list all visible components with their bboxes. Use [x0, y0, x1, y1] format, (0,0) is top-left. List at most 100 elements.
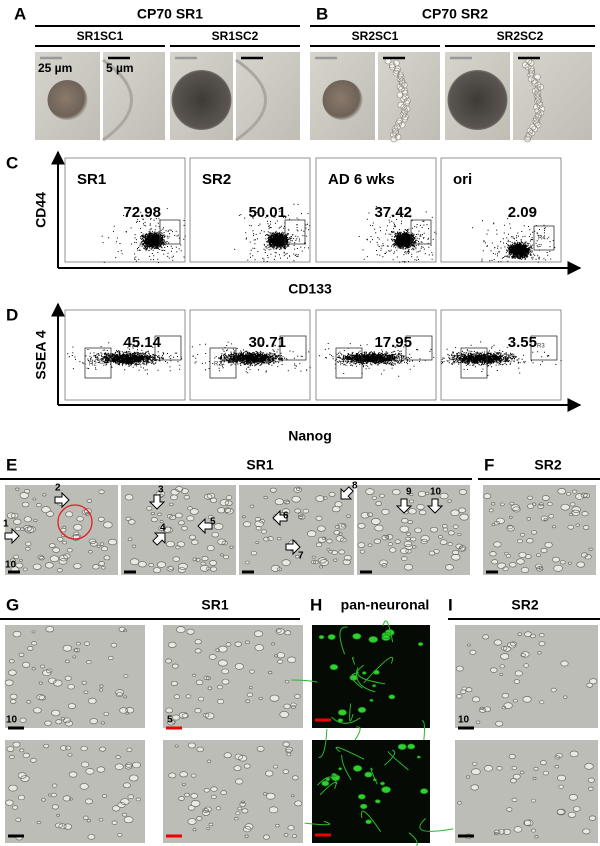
arrow-icon: [148, 494, 166, 510]
gate: [154, 335, 182, 361]
arrow-icon: [340, 486, 354, 500]
gate-label: R3: [537, 344, 545, 350]
scale-label: 10: [5, 560, 17, 571]
arrow-icon: [152, 532, 166, 546]
panel-title: SR2: [511, 597, 538, 613]
spheroid-edge: [235, 58, 267, 142]
gate: [159, 219, 181, 245]
percentage: 3.55: [508, 334, 537, 351]
plot-name: SR2: [202, 171, 231, 188]
spheroid: [322, 80, 363, 120]
gate: [405, 335, 433, 361]
cells: [5, 741, 141, 841]
arrow-icon: [426, 498, 444, 514]
cells: [457, 750, 597, 839]
percentage: 17.95: [374, 334, 412, 351]
plot-frame: [189, 157, 311, 263]
y-axis-label: CD44: [33, 192, 49, 228]
gate: [284, 219, 306, 245]
panel-title: SR1: [246, 457, 273, 473]
column-header: SR2SC1: [352, 29, 399, 43]
neurites: [291, 620, 425, 752]
scatter-dots: [472, 218, 556, 263]
gate: [279, 335, 307, 361]
column-header: SR1SC2: [212, 29, 259, 43]
arrow-number: 4: [160, 523, 166, 534]
panel-label: I: [448, 595, 453, 614]
percentage: 50.01: [248, 204, 286, 221]
cells: [455, 631, 598, 727]
y-axis-label: SSEA 4: [33, 330, 49, 379]
gate: [530, 335, 558, 361]
arrow-icon: [197, 517, 213, 535]
plot-name: SR1: [77, 171, 106, 188]
panel-label: A: [14, 4, 26, 23]
cells: [321, 743, 429, 825]
gate: [460, 347, 488, 379]
cells: [318, 629, 424, 723]
arrow-number: 3: [158, 485, 164, 496]
panel-label: G: [6, 595, 19, 614]
spheroid: [47, 80, 88, 120]
cells: [168, 741, 303, 840]
spheroid: [447, 70, 508, 130]
percentage: 30.71: [248, 334, 286, 351]
scale-label: 10: [458, 715, 470, 726]
neurites: [304, 728, 454, 846]
micrograph: [455, 625, 598, 728]
column-header: SR1SC1: [77, 29, 124, 43]
plot-name: AD 6 wks: [328, 171, 395, 188]
percentage: 45.14: [123, 334, 161, 351]
panel-title: CP70 SR1: [137, 6, 203, 22]
arrow-icon: [395, 498, 413, 514]
gate-label: R4: [538, 236, 546, 242]
scale-label: 5: [167, 715, 173, 726]
scale-label: 25 µm: [38, 61, 72, 75]
percentage: 2.09: [508, 204, 537, 221]
column-header: SR2SC2: [497, 29, 544, 43]
gate: [410, 219, 432, 245]
arrow-number: 7: [298, 551, 304, 562]
gate: [533, 225, 555, 251]
panel-label: C: [6, 153, 18, 172]
gate-label: R2: [89, 362, 97, 368]
percentage: 72.98: [123, 204, 161, 221]
scale-label: 5 µm: [106, 61, 134, 75]
plot-frame: [315, 157, 437, 263]
arrow-number: 2: [55, 483, 61, 494]
arrow-icon: [285, 538, 301, 556]
panel-title: pan-neuronal: [341, 597, 430, 613]
scatter-dots: [358, 206, 437, 263]
panel-label: D: [6, 305, 18, 324]
spheroid: [171, 70, 232, 130]
micrograph: [236, 52, 300, 140]
scatter-dots: [441, 341, 562, 376]
percentage: 37.42: [374, 204, 412, 221]
gate-label: R2: [340, 362, 348, 368]
arrow-number: 9: [406, 487, 412, 498]
arrow-icon: [54, 491, 70, 509]
panel-title: SR1: [201, 597, 228, 613]
panel-title: CP70 SR2: [422, 6, 488, 22]
cells: [241, 486, 352, 572]
arrow-icon: [4, 527, 20, 545]
arrow-number: 6: [283, 511, 289, 522]
gate: [209, 347, 237, 379]
cells: [4, 626, 135, 727]
arrow-icon: [272, 509, 288, 527]
panel-label: E: [6, 455, 17, 474]
panel-label: B: [316, 4, 328, 23]
gate: [84, 347, 112, 379]
panel-label: H: [310, 595, 322, 614]
panel-label: F: [484, 455, 494, 474]
cell-edge: [384, 57, 411, 143]
cells: [124, 486, 234, 574]
cells: [165, 626, 301, 726]
spheroid-edge: [102, 58, 133, 142]
micrograph: [483, 485, 596, 575]
arrow-number: 5: [210, 517, 216, 528]
scatter-dots: [191, 341, 311, 374]
plot-name: ori: [453, 171, 472, 188]
arrow-number: 1: [3, 519, 9, 530]
gate-label: R2: [214, 362, 222, 368]
